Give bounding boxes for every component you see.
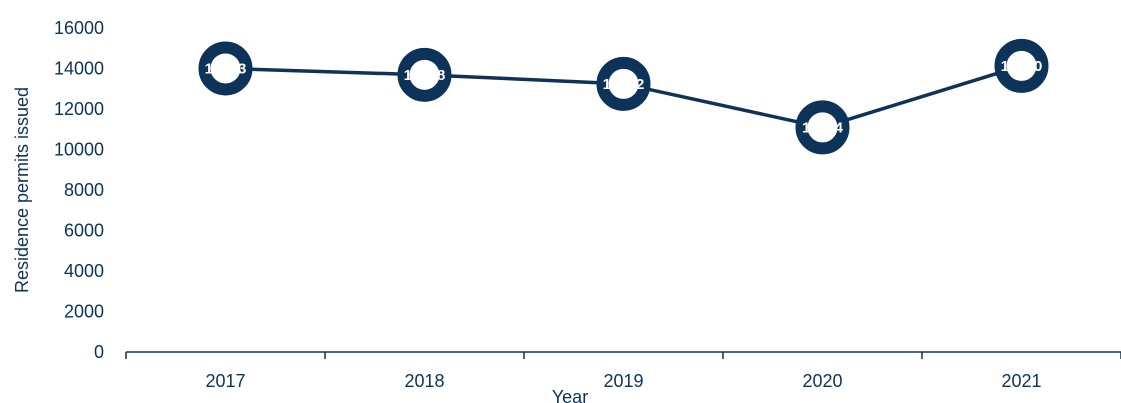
data-point <box>198 41 253 96</box>
x-tick-label: 2021 <box>1001 371 1041 391</box>
y-tick-label: 2000 <box>64 302 104 322</box>
y-tick-label: 6000 <box>64 221 104 241</box>
data-label: 13688 <box>404 67 446 84</box>
y-tick-label: 8000 <box>64 180 104 200</box>
data-point <box>397 47 452 102</box>
y-tick-label: 16000 <box>54 18 104 38</box>
data-point <box>994 38 1049 93</box>
x-tick-label: 2018 <box>404 371 444 391</box>
y-axis-title: Residence permits issued <box>12 87 32 293</box>
y-tick-label: 0 <box>94 342 104 362</box>
data-label: 14003 <box>205 60 247 77</box>
y-tick-label: 12000 <box>54 99 104 119</box>
data-point <box>795 100 850 155</box>
data-label: 11094 <box>802 119 844 136</box>
x-tick-label: 2020 <box>802 371 842 391</box>
data-label: 13242 <box>603 76 645 93</box>
data-point <box>596 56 651 111</box>
y-tick-label: 14000 <box>54 59 104 79</box>
x-tick-label: 2017 <box>205 371 245 391</box>
y-tick-label: 10000 <box>54 140 104 160</box>
x-tick-label: 2019 <box>603 371 643 391</box>
x-axis-title: Year <box>552 387 588 403</box>
data-label: 14130 <box>1001 58 1043 75</box>
y-tick-label: 4000 <box>64 261 104 281</box>
